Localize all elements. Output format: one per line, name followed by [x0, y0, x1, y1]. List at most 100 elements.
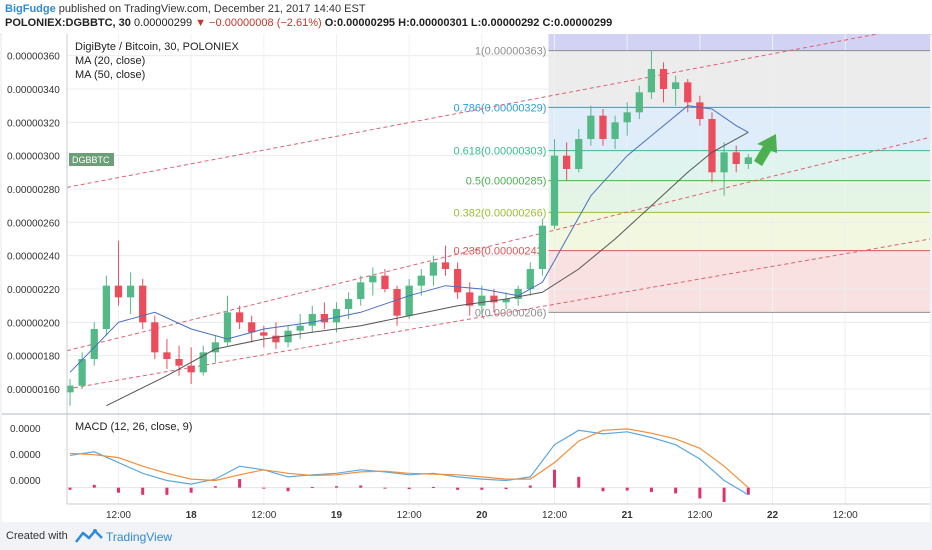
macd-pane	[67, 428, 930, 502]
macd-line	[69, 429, 749, 496]
macd-tick-label: 0.0000	[10, 450, 41, 461]
macd-histogram-bar	[141, 487, 145, 495]
last-price: 0.00000299	[133, 17, 193, 29]
macd-legend: MACD (12, 26, close, 9)	[75, 421, 192, 433]
candle-body	[575, 139, 583, 169]
publish-line: BigFudge published on TradingView.com, D…	[5, 3, 366, 15]
time-tick-label: 22	[767, 510, 779, 521]
candle-body	[732, 152, 740, 164]
tradingview-logo-icon[interactable]	[75, 528, 103, 546]
price-tick-label: 0.00000300	[7, 152, 60, 163]
price-tick-label: 0.00000320	[7, 118, 60, 129]
price-tick-label: 0.00000340	[7, 85, 60, 96]
candle-body	[344, 299, 353, 309]
candles	[66, 50, 752, 406]
macd-histogram-bar	[722, 487, 726, 502]
candle-body	[623, 112, 631, 123]
candle-body	[466, 292, 474, 306]
fib-level-label: 0(0.00000206)	[475, 307, 547, 319]
candle-body	[478, 295, 486, 306]
fib-zone	[548, 212, 930, 251]
candle-body	[562, 155, 571, 169]
time-tick-label: 12:00	[251, 510, 276, 521]
time-tick-label: 20	[476, 510, 488, 521]
candle-body	[550, 155, 559, 226]
created-with-text: Created with	[6, 530, 68, 542]
candle-body	[284, 330, 292, 343]
candle-body	[647, 69, 656, 93]
symbol-name: POLONIEX:DGBBTC, 30	[5, 17, 131, 29]
macd-tick-label: 0.0000	[10, 424, 41, 435]
moving-averages	[69, 105, 749, 407]
time-tick-label: 19	[331, 510, 343, 521]
time-tick-label: 12:00	[833, 510, 858, 521]
macd-histogram-bar	[601, 487, 605, 492]
price-tick-label: 0.00000280	[7, 185, 60, 196]
price-tick-label: 0.00000240	[7, 252, 60, 263]
chart-svg[interactable]: 1(0.00000363) 0.786(0.00000329) 0.618(0.00…	[2, 23, 931, 522]
candle-body	[296, 325, 304, 331]
macd-histogram-bar	[383, 487, 387, 489]
candle-body	[696, 102, 704, 119]
signal-line	[69, 428, 749, 489]
macd-histogram-bar	[262, 487, 266, 489]
candle-body	[417, 275, 425, 286]
ticker-tag	[69, 153, 114, 166]
time-tick-label: 12:00	[106, 510, 131, 521]
macd-histogram-bar	[504, 487, 508, 490]
price-tick-label: 0.00000180	[7, 352, 60, 363]
candle-body	[635, 92, 643, 113]
candle-body	[708, 119, 716, 173]
macd-histogram-bar	[238, 479, 242, 488]
macd-histogram-bar	[528, 485, 532, 488]
candle-body	[187, 365, 195, 373]
time-tick-label: 21	[622, 510, 634, 521]
candle-body	[211, 342, 220, 353]
candle-body	[514, 289, 522, 299]
candle-body	[66, 385, 74, 393]
macd-histogram-bar	[625, 487, 629, 491]
macd-tick-label: 0.0000	[10, 476, 41, 487]
ma20-legend: MA (20, close)	[75, 55, 145, 67]
candle-body	[78, 359, 86, 386]
time-tick-label: 12:00	[397, 510, 422, 521]
candle-body	[453, 269, 462, 293]
candle-body	[320, 314, 329, 323]
macd-histogram-bar	[116, 487, 120, 493]
macd-histogram-bar	[286, 487, 290, 492]
price-tick-label: 0.00000260	[7, 218, 60, 229]
candle-body	[381, 275, 389, 289]
tradingview-brand[interactable]: TradingView	[106, 530, 173, 544]
candle-body	[393, 289, 401, 316]
candle-body	[223, 312, 232, 343]
fib-level-label: 0.236(0.00000243)	[453, 246, 546, 258]
candle-body	[441, 262, 450, 269]
fib-level-label: 0.382(0.00000266)	[453, 207, 546, 219]
chart-frame[interactable]: 1(0.00000363) 0.786(0.00000329) 0.618(0.00…	[2, 23, 931, 522]
fib-level-label: 1(0.00000363)	[475, 46, 547, 58]
macd-histogram-bar	[553, 469, 557, 488]
price-change: −0.00000008 (−2.61%)	[209, 17, 322, 29]
macd-histogram-bar	[92, 484, 96, 488]
macd-histogram-bar	[577, 476, 581, 488]
candle-body	[163, 352, 171, 359]
candle-body	[744, 157, 752, 164]
candle-body	[248, 322, 256, 333]
down-triangle-icon: ▼	[195, 17, 207, 29]
candle-body	[175, 359, 183, 366]
candle-body	[720, 152, 728, 173]
high-value: H:0.00000301	[398, 17, 468, 29]
candle-body	[502, 299, 510, 303]
open-value: O:0.00000295	[324, 17, 396, 29]
candle-body	[151, 322, 159, 353]
author-link[interactable]: BigFudge	[5, 3, 56, 15]
candle-body	[672, 82, 680, 89]
macd-histogram-bar	[431, 486, 435, 488]
fib-zone	[548, 180, 930, 213]
time-tick-label: 18	[186, 510, 198, 521]
candle-body	[538, 225, 547, 269]
low-value: L:0.00000292	[470, 17, 540, 29]
candle-body	[102, 285, 110, 329]
macd-histogram-bar	[310, 486, 314, 488]
ma50-legend: MA (50, close)	[75, 69, 145, 81]
